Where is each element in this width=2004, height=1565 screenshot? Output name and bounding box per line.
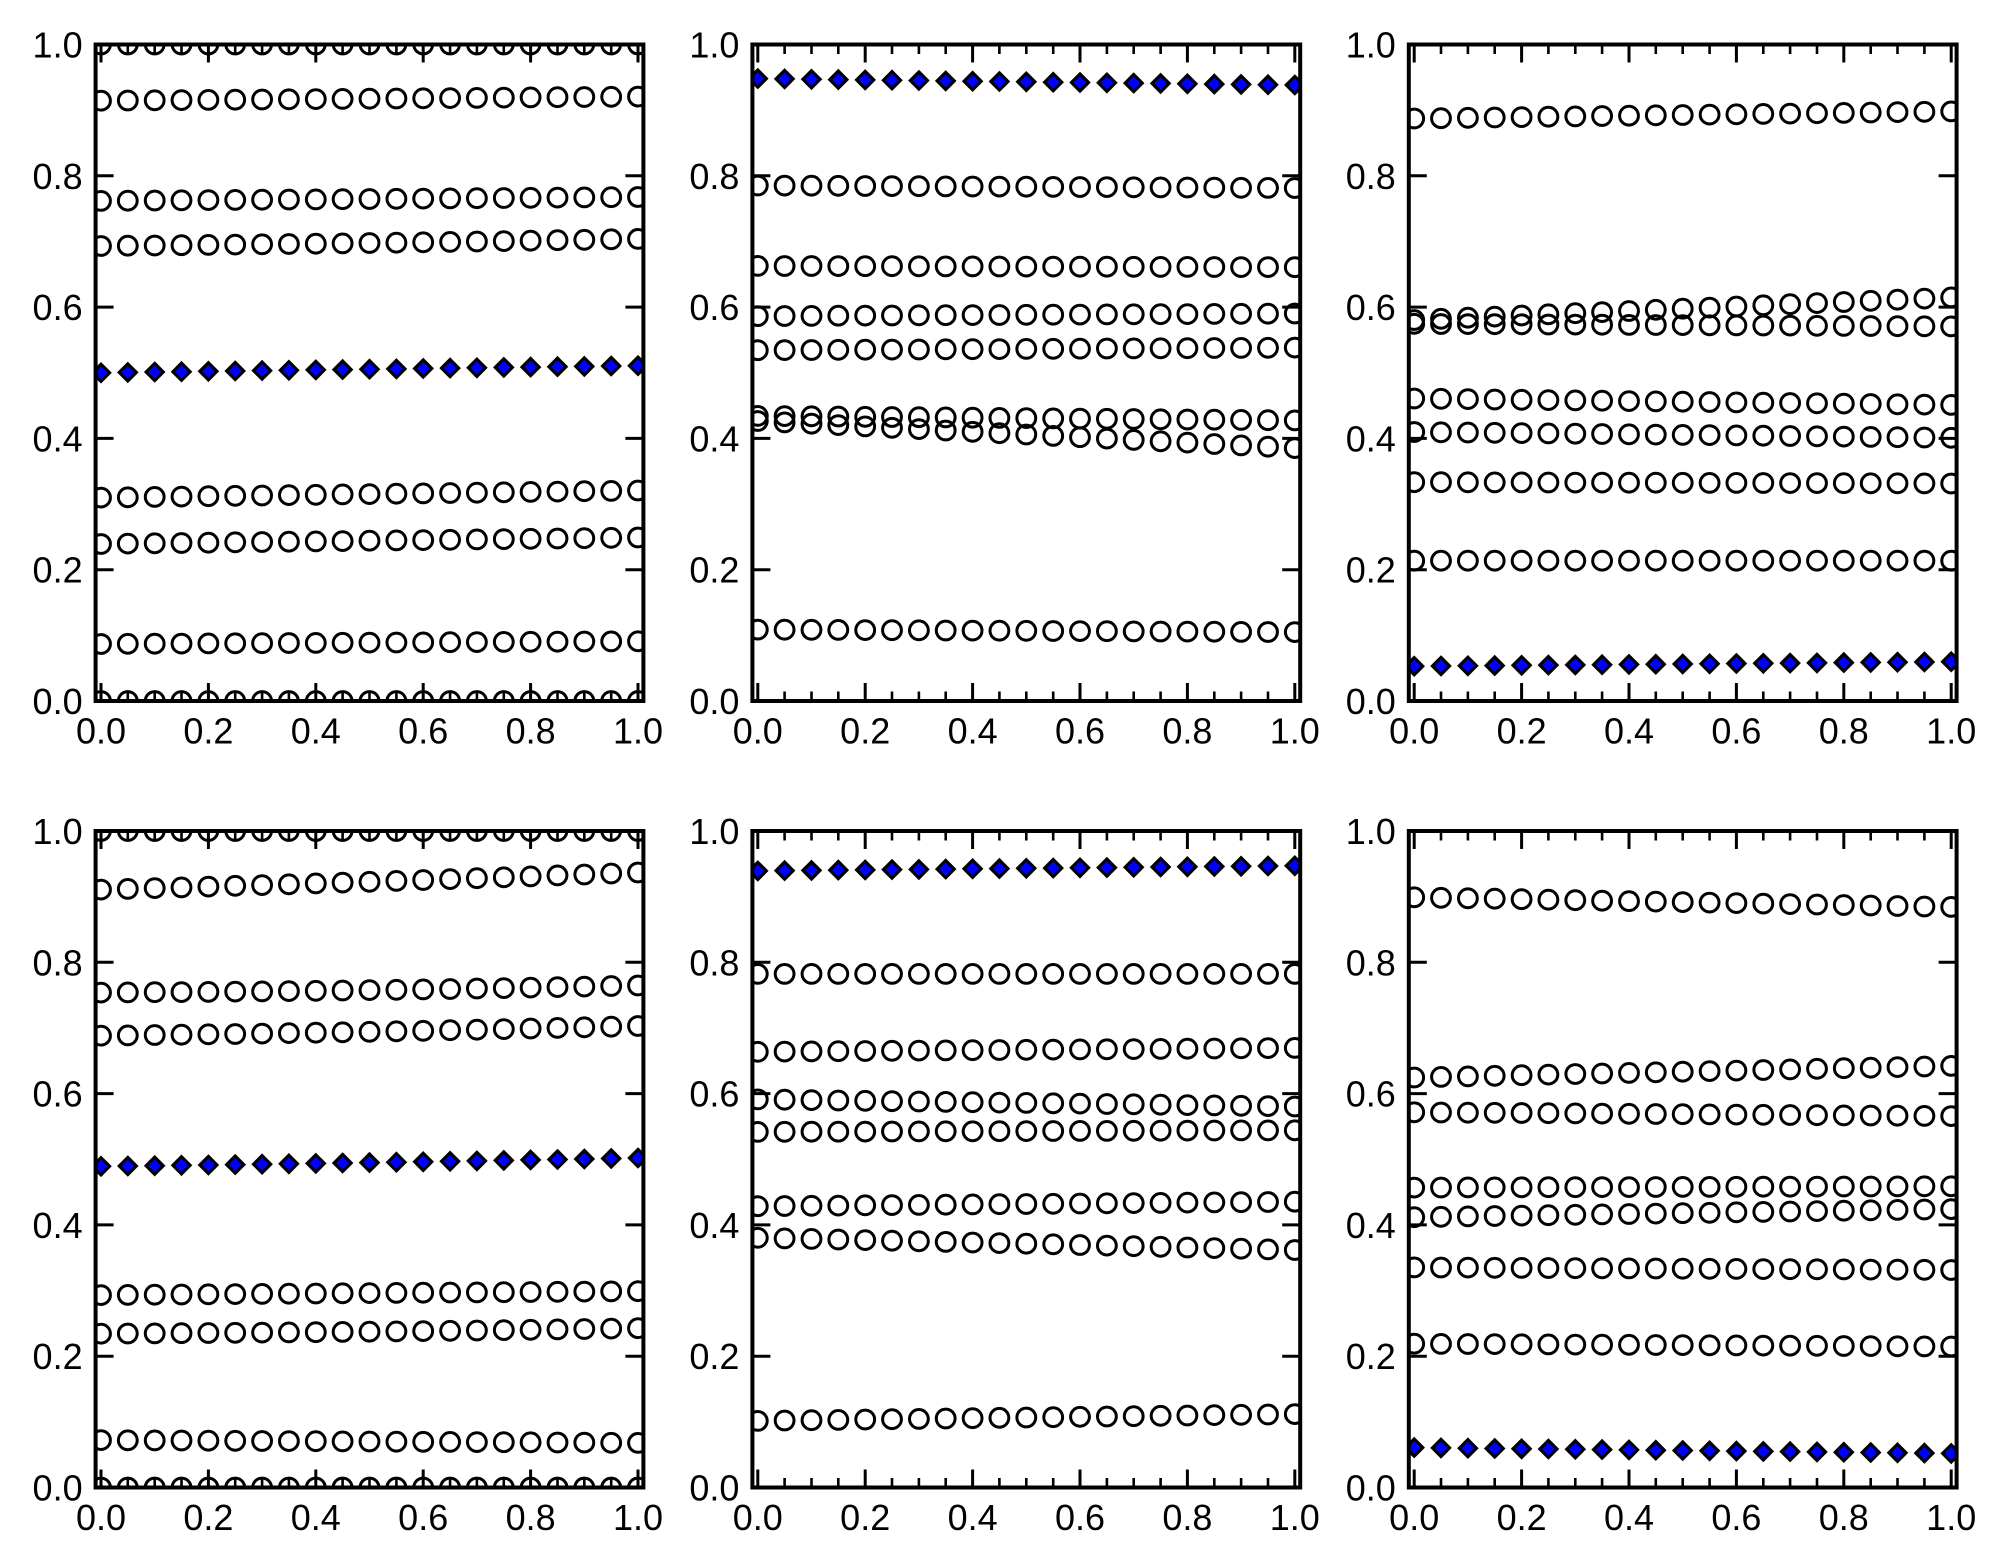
svg-text:0.0: 0.0 bbox=[689, 1468, 739, 1509]
svg-text:0.8: 0.8 bbox=[506, 1497, 556, 1538]
svg-text:1.0: 1.0 bbox=[1346, 25, 1396, 66]
svg-text:0.4: 0.4 bbox=[1346, 418, 1396, 459]
svg-text:0.6: 0.6 bbox=[1055, 1497, 1105, 1538]
svg-text:0.0: 0.0 bbox=[733, 1497, 783, 1538]
svg-text:0.2: 0.2 bbox=[33, 550, 83, 591]
svg-text:0.8: 0.8 bbox=[1819, 711, 1869, 752]
svg-text:0.8: 0.8 bbox=[1162, 1497, 1212, 1538]
svg-text:1.0: 1.0 bbox=[33, 25, 83, 66]
svg-text:0.0: 0.0 bbox=[689, 681, 739, 722]
svg-text:0.8: 0.8 bbox=[33, 942, 83, 983]
svg-text:0.2: 0.2 bbox=[33, 1336, 83, 1377]
svg-text:0.6: 0.6 bbox=[1711, 711, 1761, 752]
svg-text:0.0: 0.0 bbox=[1346, 1468, 1396, 1509]
svg-text:1.0: 1.0 bbox=[689, 811, 739, 852]
svg-text:0.2: 0.2 bbox=[689, 1336, 739, 1377]
svg-text:0.4: 0.4 bbox=[689, 418, 739, 459]
svg-text:0.2: 0.2 bbox=[689, 550, 739, 591]
svg-text:0.6: 0.6 bbox=[398, 1497, 448, 1538]
svg-text:0.8: 0.8 bbox=[1819, 1497, 1869, 1538]
svg-text:0.0: 0.0 bbox=[733, 711, 783, 752]
svg-text:0.8: 0.8 bbox=[1346, 942, 1396, 983]
svg-text:0.2: 0.2 bbox=[840, 1497, 890, 1538]
svg-text:0.2: 0.2 bbox=[1497, 711, 1547, 752]
svg-text:0.4: 0.4 bbox=[33, 1205, 83, 1246]
svg-text:0.6: 0.6 bbox=[1346, 1074, 1396, 1115]
svg-text:0.2: 0.2 bbox=[1346, 550, 1396, 591]
svg-text:1.0: 1.0 bbox=[613, 1497, 663, 1538]
svg-text:0.6: 0.6 bbox=[689, 287, 739, 328]
svg-text:0.0: 0.0 bbox=[76, 1497, 126, 1538]
svg-text:0.0: 0.0 bbox=[1389, 1497, 1439, 1538]
svg-text:0.2: 0.2 bbox=[1346, 1336, 1396, 1377]
svg-text:0.4: 0.4 bbox=[291, 711, 341, 752]
svg-text:1.0: 1.0 bbox=[689, 25, 739, 66]
svg-text:0.6: 0.6 bbox=[1711, 1497, 1761, 1538]
svg-text:0.4: 0.4 bbox=[1346, 1205, 1396, 1246]
svg-text:0.8: 0.8 bbox=[1162, 711, 1212, 752]
svg-text:0.6: 0.6 bbox=[33, 287, 83, 328]
svg-text:0.2: 0.2 bbox=[1497, 1497, 1547, 1538]
svg-text:1.0: 1.0 bbox=[1270, 1497, 1320, 1538]
svg-text:0.6: 0.6 bbox=[33, 1074, 83, 1115]
svg-text:0.4: 0.4 bbox=[689, 1205, 739, 1246]
svg-text:0.8: 0.8 bbox=[689, 156, 739, 197]
svg-text:0.6: 0.6 bbox=[1055, 711, 1105, 752]
svg-text:1.0: 1.0 bbox=[613, 711, 663, 752]
svg-text:0.4: 0.4 bbox=[1604, 711, 1654, 752]
svg-text:0.8: 0.8 bbox=[33, 156, 83, 197]
svg-text:0.0: 0.0 bbox=[33, 681, 83, 722]
svg-text:0.8: 0.8 bbox=[1346, 156, 1396, 197]
svg-text:1.0: 1.0 bbox=[1926, 1497, 1976, 1538]
svg-text:0.4: 0.4 bbox=[33, 418, 83, 459]
svg-text:1.0: 1.0 bbox=[1270, 711, 1320, 752]
svg-text:0.4: 0.4 bbox=[948, 711, 998, 752]
svg-text:1.0: 1.0 bbox=[33, 811, 83, 852]
svg-text:0.0: 0.0 bbox=[1346, 681, 1396, 722]
svg-text:1.0: 1.0 bbox=[1926, 711, 1976, 752]
svg-text:1.0: 1.0 bbox=[1346, 811, 1396, 852]
svg-text:0.4: 0.4 bbox=[948, 1497, 998, 1538]
svg-text:0.6: 0.6 bbox=[689, 1074, 739, 1115]
svg-text:0.2: 0.2 bbox=[840, 711, 890, 752]
svg-text:0.2: 0.2 bbox=[183, 711, 233, 752]
svg-text:0.6: 0.6 bbox=[1346, 287, 1396, 328]
svg-text:0.6: 0.6 bbox=[398, 711, 448, 752]
svg-text:0.4: 0.4 bbox=[291, 1497, 341, 1538]
svg-text:0.2: 0.2 bbox=[183, 1497, 233, 1538]
svg-text:0.8: 0.8 bbox=[506, 711, 556, 752]
svg-text:0.4: 0.4 bbox=[1604, 1497, 1654, 1538]
svg-text:0.0: 0.0 bbox=[33, 1468, 83, 1509]
svg-text:0.8: 0.8 bbox=[689, 942, 739, 983]
svg-text:0.0: 0.0 bbox=[76, 711, 126, 752]
svg-text:0.0: 0.0 bbox=[1389, 711, 1439, 752]
